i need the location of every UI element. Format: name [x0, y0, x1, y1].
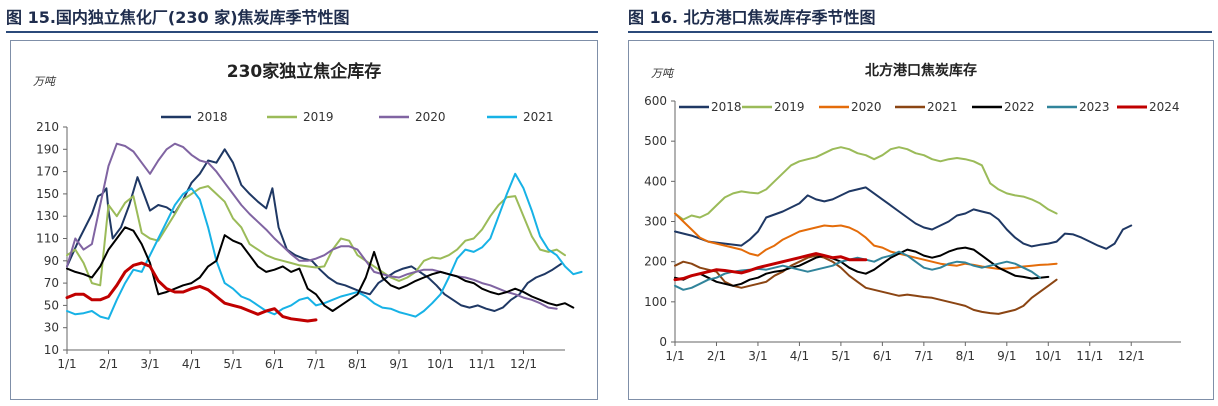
x-tick-label: 8/1 — [956, 349, 975, 363]
series-line-2018 — [674, 186, 1133, 250]
y-tick-label: 210 — [36, 120, 59, 134]
y-axis-unit-label: 万吨 — [651, 67, 675, 80]
legend-label-2020: 2020 — [851, 100, 882, 114]
x-tick-label: 8/1 — [348, 357, 367, 371]
y-tick-label: 200 — [644, 255, 667, 269]
y-tick-label: 90 — [44, 254, 59, 268]
series-line-2020 — [66, 142, 558, 310]
x-tick-label: 2/1 — [707, 349, 726, 363]
legend-label-2024: 2024 — [1149, 100, 1180, 114]
legend-label-2018: 2018 — [197, 110, 228, 124]
y-tick-label: 500 — [644, 134, 667, 148]
legend-label-2023: 2023 — [1079, 100, 1110, 114]
series-line-2019 — [66, 185, 566, 287]
x-tick-label: 4/1 — [790, 349, 809, 363]
legend-label-2018: 2018 — [711, 100, 742, 114]
port-coke-inventory-chart: 北方港口焦炭库存 万吨 0 100 200 300 400 500 600 1/1 2/1 3/1 4/… — [644, 62, 1181, 363]
legend-label-2022: 2022 — [1004, 100, 1035, 114]
chart-panel-port-inventory: 北方港口焦炭库存 万吨 0 100 200 300 400 500 600 1/1 2/1 3/1 4/… — [628, 40, 1214, 400]
x-tick-label: 3/1 — [140, 357, 159, 371]
x-tick-label: 11/1 — [469, 357, 496, 371]
figure-15-caption: 图 15.国内独立焦化厂(230 家)焦炭库季节性图 — [6, 8, 350, 27]
chart-title: 230家独立焦企库存 — [227, 61, 382, 82]
x-tick-label: 5/1 — [223, 357, 242, 371]
x-tick-label: 5/1 — [831, 349, 850, 363]
series-line-2019 — [674, 146, 1058, 221]
chart-panel-coke-plants: 230家独立焦企库存万吨 10 30 50 70 90 110 130 150 170 190 210… — [10, 40, 598, 400]
legend-label-2019: 2019 — [303, 110, 334, 124]
y-tick-label: 150 — [36, 187, 59, 201]
series-line-2024 — [673, 252, 868, 282]
x-tick-label: 3/1 — [748, 349, 767, 363]
figure-16-caption: 图 16. 北方港口焦炭库存季节性图 — [628, 8, 876, 27]
x-tick-label: 7/1 — [914, 349, 933, 363]
x-tick-label: 9/1 — [997, 349, 1016, 363]
x-tick-label: 10/1 — [1035, 349, 1062, 363]
series-line-2020 — [674, 212, 1058, 270]
y-tick-label: 70 — [44, 276, 59, 290]
legend-label-2019: 2019 — [774, 100, 805, 114]
series-line-2022-red — [65, 261, 318, 323]
y-tick-label: 400 — [644, 174, 667, 188]
caption-rule-right — [628, 31, 1212, 33]
y-tick-label: 30 — [44, 321, 59, 335]
x-tick-label: 11/1 — [1076, 349, 1103, 363]
y-tick-label: 50 — [44, 298, 59, 312]
x-tick-label: 4/1 — [182, 357, 201, 371]
x-tick-label: 1/1 — [665, 349, 684, 363]
x-tick-label: 2/1 — [99, 357, 118, 371]
caption-rule-left — [6, 31, 598, 33]
series-line-2022 — [674, 246, 1050, 287]
x-tick-label: 6/1 — [265, 357, 284, 371]
y-tick-label: 170 — [36, 165, 59, 179]
chart-title: 北方港口焦炭库存 — [865, 62, 977, 79]
y-tick-label: 130 — [36, 209, 59, 223]
y-tick-label: 300 — [644, 215, 667, 229]
y-axis-unit-label: 万吨 — [33, 75, 57, 88]
x-tick-label: 6/1 — [873, 349, 892, 363]
y-tick-label: 10 — [44, 343, 59, 357]
y-tick-label: 110 — [36, 232, 59, 246]
x-tick-label: 9/1 — [389, 357, 408, 371]
legend-label-2021: 2021 — [927, 100, 958, 114]
series-line-2018 — [66, 148, 562, 312]
series-line-2021 — [674, 254, 1058, 315]
y-tick-label: 190 — [36, 142, 59, 156]
legend-label-2020: 2020 — [415, 110, 446, 124]
y-tick-label: 600 — [644, 94, 667, 108]
x-tick-label: 12/1 — [510, 357, 537, 371]
x-tick-label: 10/1 — [427, 357, 454, 371]
x-tick-label: 12/1 — [1118, 349, 1145, 363]
y-tick-label: 0 — [659, 335, 667, 349]
legend-label-2021: 2021 — [523, 110, 554, 124]
y-tick-label: 100 — [644, 295, 667, 309]
series-line-2021 — [66, 172, 583, 320]
x-tick-label: 7/1 — [306, 357, 325, 371]
x-tick-label: 1/1 — [57, 357, 76, 371]
